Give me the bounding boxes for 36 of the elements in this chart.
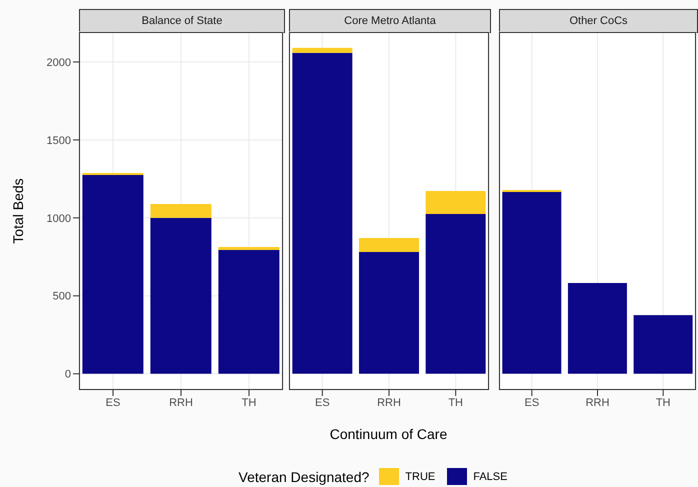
x-tick-label: ES bbox=[314, 396, 330, 409]
chart-title: Other CoCs bbox=[499, 9, 698, 33]
bar bbox=[426, 214, 486, 374]
x-tick-label: RRH bbox=[586, 396, 610, 409]
legend-title: Veteran Designated? bbox=[238, 468, 370, 484]
x-tick-label: TH bbox=[448, 396, 464, 409]
y-tick-label: 2000 bbox=[46, 56, 71, 69]
bar bbox=[502, 192, 562, 374]
y-tick-label: 1000 bbox=[46, 212, 71, 225]
x-tick-label: RRH bbox=[169, 396, 193, 409]
bar bbox=[359, 238, 419, 252]
x-tick-label: ES bbox=[106, 396, 120, 409]
x-tick-label: RRH bbox=[377, 396, 401, 409]
chart-title: Balance of State bbox=[79, 9, 285, 33]
y-axis-title: Total Beds bbox=[10, 177, 27, 246]
legend-label: FALSE bbox=[473, 470, 508, 482]
x-tick-label: ES bbox=[524, 396, 540, 409]
y-tick-label: 1500 bbox=[46, 134, 71, 147]
bar bbox=[568, 283, 627, 374]
legend-label: TRUE bbox=[405, 470, 436, 482]
y-tick-label: 500 bbox=[52, 290, 71, 303]
bar bbox=[150, 204, 212, 218]
x-tick-label: TH bbox=[656, 396, 671, 409]
y-tick-label: 0 bbox=[64, 368, 71, 381]
chart-title: Core Metro Atlanta bbox=[289, 9, 491, 33]
x-axis-title: Continuum of Care bbox=[328, 426, 448, 442]
bar bbox=[82, 174, 144, 374]
bar bbox=[292, 52, 352, 374]
bar bbox=[292, 48, 352, 53]
bar bbox=[218, 247, 280, 250]
x-tick-label: TH bbox=[242, 396, 256, 409]
bar bbox=[426, 191, 486, 214]
bar bbox=[634, 315, 693, 374]
bar bbox=[359, 252, 419, 374]
bar bbox=[218, 250, 280, 374]
bar bbox=[150, 218, 212, 374]
